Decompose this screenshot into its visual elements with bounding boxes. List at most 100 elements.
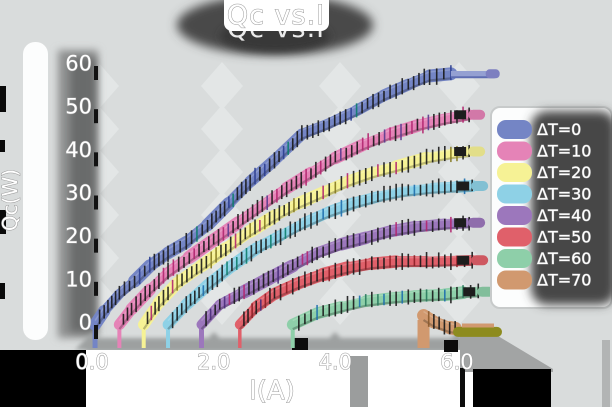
series-highlight-edge bbox=[94, 69, 451, 322]
x-axis-band bbox=[0, 332, 610, 407]
x-tick-label: 6.0 bbox=[440, 350, 473, 374]
legend-label: ΔT=10 bbox=[537, 142, 591, 161]
shadow-strip bbox=[460, 368, 465, 407]
series-hatch-ticks bbox=[98, 65, 452, 324]
series-end-cap bbox=[468, 146, 486, 157]
series-plot bbox=[88, 65, 502, 348]
y-tick-label: 20 bbox=[65, 224, 92, 248]
x-tick-white-band bbox=[86, 350, 474, 407]
x-tick-label: 4.0 bbox=[319, 350, 352, 374]
edge-shadow-patch bbox=[0, 86, 6, 112]
legend-items: ΔT=0 ΔT=10 ΔT=20 ΔT=30 ΔT=40 ΔT=50 ΔT=60 ΔT=70 bbox=[497, 120, 592, 290]
legend-label: ΔT=20 bbox=[537, 163, 591, 182]
legend-swatch bbox=[497, 206, 532, 225]
title-box bbox=[224, 0, 329, 31]
legend: ΔT=0 ΔT=10 ΔT=20 ΔT=30 ΔT=40 ΔT=50 ΔT=60 ΔT=70 bbox=[490, 106, 612, 309]
series-segment bbox=[442, 320, 462, 336]
legend-label: ΔT=0 bbox=[537, 120, 581, 139]
series-end-dark-band bbox=[454, 146, 467, 156]
legend-swatch bbox=[497, 227, 532, 247]
series-4-group bbox=[196, 215, 486, 348]
y-tick-label: 60 bbox=[65, 51, 92, 75]
legend-swatch bbox=[497, 141, 532, 161]
x-axis-label: I(A) bbox=[249, 376, 295, 406]
series-end-cap bbox=[468, 217, 486, 228]
legend-swatch bbox=[497, 249, 532, 268]
series-end-cap bbox=[468, 109, 486, 120]
y-tick-mark bbox=[94, 325, 98, 339]
series-end-cap bbox=[471, 181, 489, 192]
legend-swatch bbox=[497, 270, 532, 290]
y-tick-label: 0 bbox=[79, 311, 92, 335]
y-tick-shadow-core bbox=[70, 58, 96, 332]
y-tick-mark bbox=[94, 109, 98, 124]
edge-shadow-patch bbox=[0, 210, 6, 234]
series-segment bbox=[389, 151, 433, 173]
series-segment bbox=[423, 67, 458, 83]
y-tick-mark bbox=[94, 281, 98, 296]
title-area: Qc vs.I bbox=[177, 0, 373, 55]
series-5-group bbox=[234, 251, 489, 348]
chart-title: Qc vs.I bbox=[227, 0, 325, 31]
bottom-right-gray-slope bbox=[460, 336, 553, 372]
shadow-patch bbox=[350, 356, 368, 407]
legend-item: ΔT=50 bbox=[497, 227, 592, 247]
series-7-group bbox=[417, 309, 502, 348]
gridline-diamond bbox=[201, 105, 243, 153]
series-6-group bbox=[286, 283, 495, 348]
y-tick-label: 10 bbox=[65, 267, 92, 291]
series-shade-edge bbox=[94, 77, 452, 330]
y-tick-mark bbox=[94, 152, 98, 167]
series-end-dark-band bbox=[454, 110, 467, 120]
edge-shadow-patch bbox=[0, 140, 5, 152]
x-tick-label: 0.0 bbox=[75, 350, 108, 374]
legend-item: ΔT=0 bbox=[497, 120, 582, 139]
legend-swatch bbox=[497, 163, 532, 182]
legend-label: ΔT=50 bbox=[537, 228, 591, 247]
series-hatch-ticks bbox=[122, 106, 470, 325]
shadow-patch bbox=[292, 338, 308, 350]
series-hatch-ticks bbox=[205, 215, 470, 327]
series-end-dark-band bbox=[457, 181, 470, 191]
bottom-left-shadow bbox=[0, 350, 86, 407]
series-end-dark-band bbox=[463, 287, 476, 297]
legend-item: ΔT=70 bbox=[497, 270, 592, 290]
gridline-diamond bbox=[201, 62, 243, 110]
legend-label: ΔT=70 bbox=[537, 271, 591, 290]
series-3-group bbox=[162, 178, 489, 348]
legend-item: ΔT=40 bbox=[497, 206, 592, 225]
shadow-patch bbox=[444, 340, 458, 352]
y-tick-mark bbox=[94, 195, 98, 210]
series-0-group bbox=[88, 65, 500, 348]
legend-item: ΔT=20 bbox=[497, 163, 592, 182]
bottom-right-shadow bbox=[473, 369, 551, 407]
series-hatch-ticks bbox=[171, 178, 473, 329]
y-axis-white-band bbox=[23, 42, 48, 340]
series-2-group bbox=[138, 145, 486, 348]
series-end-dark-band bbox=[457, 255, 470, 265]
legend-item: ΔT=30 bbox=[497, 184, 592, 204]
right-edge-shadow bbox=[602, 340, 610, 407]
gridline-diamond bbox=[201, 148, 243, 196]
legend-label: ΔT=60 bbox=[537, 249, 591, 268]
series-1-group bbox=[113, 106, 486, 348]
legend-label: ΔT=40 bbox=[537, 206, 591, 225]
legend-swatch bbox=[497, 120, 532, 139]
legend-item: ΔT=10 bbox=[497, 141, 592, 161]
y-tick-mark bbox=[94, 65, 98, 80]
legend-shadow-blob bbox=[531, 111, 612, 305]
legend-label: ΔT=30 bbox=[537, 185, 591, 204]
gridline-diamond bbox=[319, 62, 361, 110]
series-hatch-ticks bbox=[298, 283, 480, 331]
y-axis-shadow-area bbox=[0, 42, 98, 340]
series-end-dark-band bbox=[454, 218, 467, 228]
y-axis-label: Qc(W) bbox=[0, 169, 22, 231]
series-segment bbox=[408, 218, 451, 233]
y-tick-label: 40 bbox=[65, 138, 92, 162]
x-tick-labels: 0.0 2.0 4.0 6.0 bbox=[75, 350, 474, 375]
series-end-cap bbox=[485, 69, 500, 79]
y-tick-mark bbox=[94, 238, 98, 253]
series-end-cap bbox=[471, 255, 489, 266]
